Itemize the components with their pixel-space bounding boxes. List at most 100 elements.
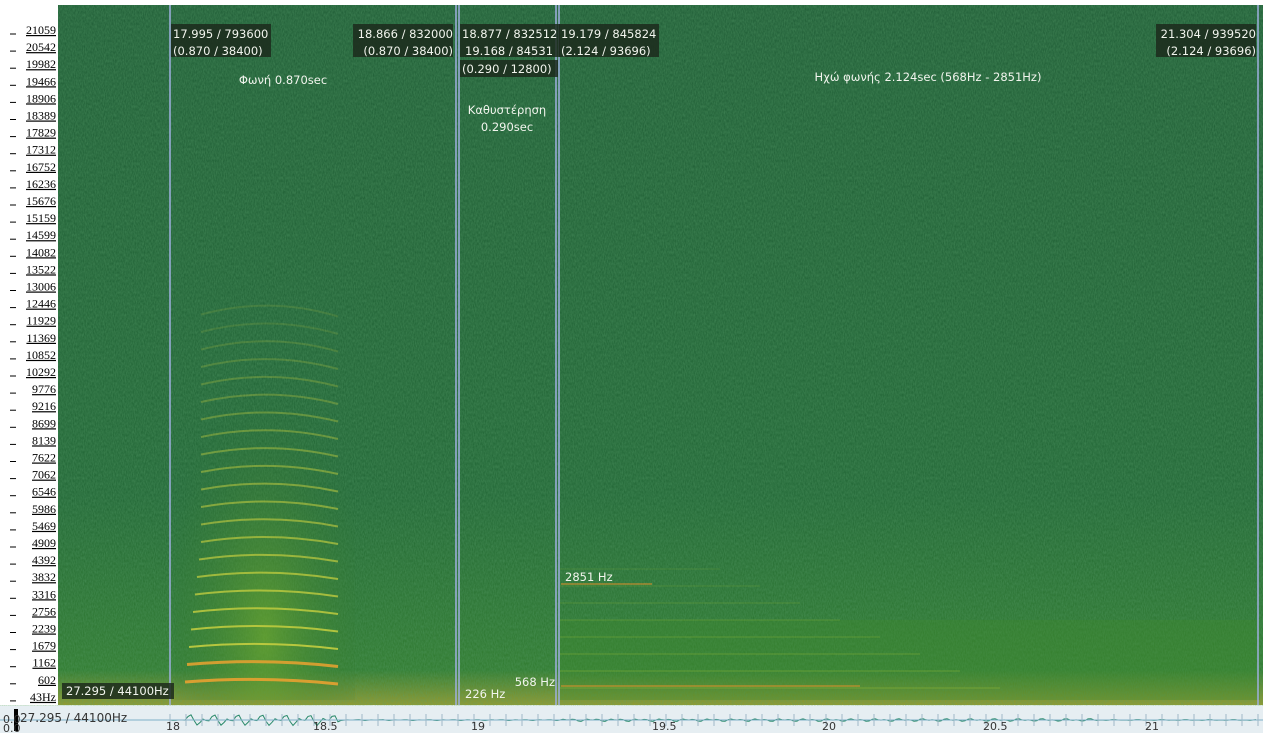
frequency-label: 602 xyxy=(38,673,56,687)
marker-span: (2.124 / 93696) xyxy=(1166,44,1256,58)
selection-lines xyxy=(169,5,1259,705)
marker-span: (2.124 / 93696) xyxy=(561,44,651,58)
harmonic xyxy=(190,625,339,633)
timeline-label: 20 xyxy=(822,720,836,733)
timeline-label: 18.5 xyxy=(313,720,338,733)
frequency-label: 20542 xyxy=(26,40,56,54)
cursor xyxy=(14,709,18,731)
marker-box xyxy=(1156,24,1256,57)
frequency-label: 5986 xyxy=(32,502,56,516)
harmonic xyxy=(200,304,339,318)
marker-span: (0.290 / 12800) xyxy=(462,62,552,76)
frequency-label: 10852 xyxy=(26,348,56,362)
harmonic xyxy=(200,411,339,423)
frequency-label: 1679 xyxy=(32,639,56,653)
frequency-label: 43Hz xyxy=(30,690,56,704)
marker-box xyxy=(559,24,659,57)
marker-time: 19.168 / 84531 xyxy=(465,44,553,58)
frequency-label: 4909 xyxy=(32,536,56,550)
timeline-labels: 18 18.5 19 19.5 20 20.5 21 xyxy=(166,714,1259,733)
echo-label: Ηχώ φωνής 2.124sec (568Hz - 2851Hz) xyxy=(815,70,1042,84)
top-border xyxy=(0,0,1263,5)
timeline-label: 20.5 xyxy=(983,720,1008,733)
timeline-label: 18 xyxy=(166,720,180,733)
timeline-start2: 0.0 xyxy=(3,722,21,733)
frequency-label: 15676 xyxy=(26,194,56,208)
timeline-start: 0.0 xyxy=(3,713,21,726)
delay-value: 0.290sec xyxy=(481,120,533,134)
harmonic xyxy=(188,642,339,650)
harmonic xyxy=(200,340,339,353)
harmonic xyxy=(200,393,339,405)
frequency-label: 21059 xyxy=(26,23,56,37)
min-freq-label: 226 Hz xyxy=(465,687,505,701)
frequency-label: 8139 xyxy=(32,433,56,447)
harmonic xyxy=(198,553,339,563)
harmonics xyxy=(184,304,1000,689)
harmonic xyxy=(200,358,339,370)
marker-time: 18.877 / 832512 xyxy=(462,27,557,41)
frequency-label: 13006 xyxy=(26,280,56,294)
marker-box xyxy=(171,24,271,57)
harmonic xyxy=(200,429,339,440)
frequency-label: 7622 xyxy=(32,451,56,465)
marker-time: 21.304 / 939520 xyxy=(1161,27,1256,41)
frequency-label: 6546 xyxy=(32,485,56,499)
frequency-label: 9776 xyxy=(32,382,56,396)
frequency-label: 10292 xyxy=(26,365,56,379)
harmonic xyxy=(200,375,339,388)
frequency-label: 11929 xyxy=(26,314,56,328)
frequency-label: 14082 xyxy=(26,245,56,259)
frequency-label: 5469 xyxy=(32,519,56,533)
position-label: 27.295 / 44100Hz xyxy=(66,684,169,698)
frequency-label: 17829 xyxy=(26,126,56,140)
harmonic xyxy=(200,464,339,475)
timeline-label: 19.5 xyxy=(652,720,677,733)
marker-time: 19.179 / 845824 xyxy=(561,27,656,41)
marker-box xyxy=(460,24,560,57)
frequency-label: 8699 xyxy=(32,416,56,430)
marker-time: 17.995 / 793600 xyxy=(173,27,268,41)
harmonic xyxy=(196,571,339,580)
harmonic xyxy=(200,536,339,545)
marker-time: 18.866 / 832000 xyxy=(358,27,453,41)
frequency-ruler xyxy=(0,0,58,705)
frequency-label: 7062 xyxy=(32,468,56,482)
frequency-label: 3832 xyxy=(32,570,56,584)
frequency-label: 19982 xyxy=(26,57,56,71)
frequency-label: 19466 xyxy=(26,74,56,88)
timeline-position: 27.295 / 44100Hz xyxy=(20,711,127,725)
marker-span: (0.870 / 38400) xyxy=(363,44,453,58)
frequency-label: 18906 xyxy=(26,91,56,105)
frequency-label: 17312 xyxy=(26,143,56,157)
harmonic xyxy=(200,447,339,458)
echo-energy xyxy=(560,620,1260,700)
harmonic xyxy=(192,607,339,615)
harmonic xyxy=(200,518,339,528)
frequency-label: 4392 xyxy=(32,553,56,567)
harmonic xyxy=(200,322,339,335)
harmonic xyxy=(200,500,339,510)
marker-span: (0.870 / 38400) xyxy=(173,44,263,58)
frequency-label: 16236 xyxy=(26,177,56,191)
frequency-label: 3316 xyxy=(32,587,56,601)
low-freq-label: 568 Hz xyxy=(515,675,555,689)
frequency-label: 13522 xyxy=(26,262,56,276)
position-box xyxy=(62,683,174,699)
high-freq-label: 2851 Hz xyxy=(565,570,613,584)
harmonic xyxy=(186,660,339,668)
frequency-label: 15159 xyxy=(26,211,56,225)
frequency-label: 11369 xyxy=(26,331,56,345)
markers: 17.995 / 793600 (0.870 / 38400) 18.866 / 8… xyxy=(171,24,1256,77)
frequency-label: 2239 xyxy=(32,622,56,636)
frequency-label: 18389 xyxy=(26,109,56,123)
frequency-label: 14599 xyxy=(26,228,56,242)
delay-label: Καθυστέρηση xyxy=(468,103,546,117)
frequency-labels: 21059 20542 19982 19466 18906 18389 17829 17312… xyxy=(10,23,56,704)
marker-box xyxy=(460,60,558,77)
frequency-label: 16752 xyxy=(26,160,56,174)
marker-box xyxy=(353,24,453,57)
frequency-label: 9216 xyxy=(32,399,56,413)
voice-label: Φωνή 0.870sec xyxy=(239,73,327,87)
